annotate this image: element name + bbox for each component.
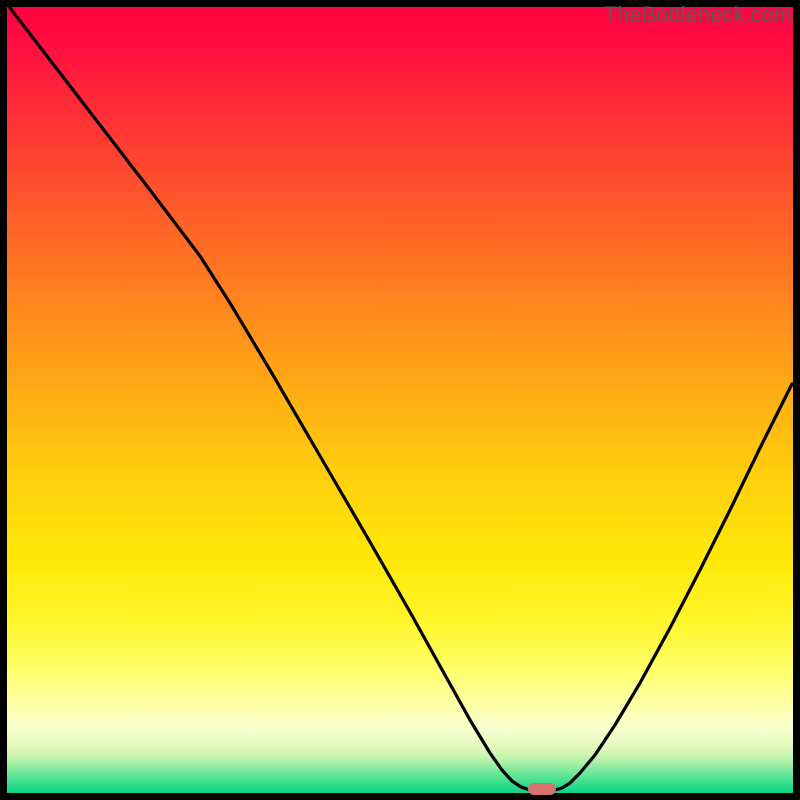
gradient-background: [0, 0, 800, 800]
bottleneck-chart: TheBottleneck.com: [0, 0, 800, 800]
